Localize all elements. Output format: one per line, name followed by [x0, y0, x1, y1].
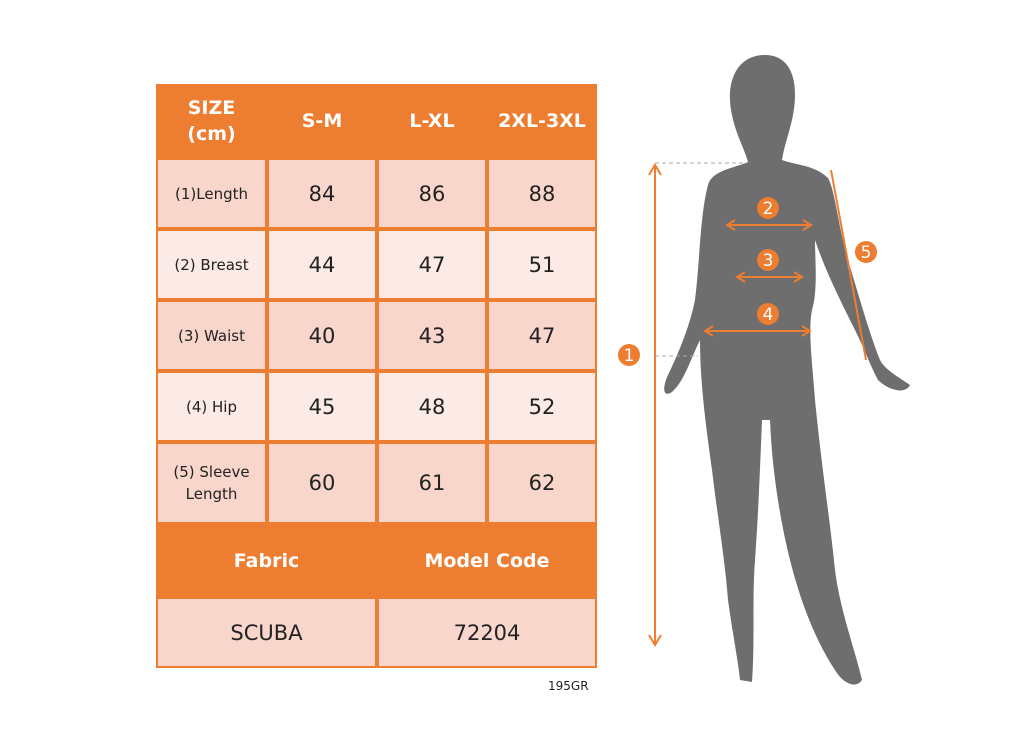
marker-number: 4 [763, 305, 774, 325]
marker-number: 1 [624, 346, 635, 366]
size-value: 45 [269, 373, 375, 440]
size-value: 51 [489, 231, 595, 298]
size-value: 88 [489, 160, 595, 227]
size-table: SIZE (cm) S-M L-XL 2XL-3XL (1)Length 84 86 88 (2… [156, 84, 597, 668]
size-value: 40 [269, 302, 375, 369]
size-value: 84 [269, 160, 375, 227]
column-header: S-M [301, 110, 343, 132]
column-header: L-XL [409, 110, 455, 132]
row-label: (4) Hip [158, 373, 265, 440]
footer-header: Fabric [233, 549, 300, 572]
row-label: (1)Length [158, 160, 265, 227]
marker-1 [618, 344, 640, 366]
size-value: 43 [379, 302, 485, 369]
size-value: 47 [379, 231, 485, 298]
size-value: 52 [489, 373, 595, 440]
marker-4 [757, 303, 779, 325]
footer-header: Model Code [424, 549, 550, 572]
column-header: 2XL-3XL [498, 110, 586, 132]
size-value: 44 [269, 231, 375, 298]
marker-number: 3 [763, 251, 774, 271]
marker-5 [855, 241, 877, 263]
size-value: 48 [379, 373, 485, 440]
marker-circles: 1 2 3 4 5 [618, 197, 877, 366]
row-label: (5) Sleeve Length [158, 444, 265, 522]
size-value: 60 [269, 444, 375, 522]
marker-number: 2 [763, 199, 774, 219]
weight-code: 195GR [548, 679, 589, 693]
silhouette-icon [664, 55, 910, 685]
marker-2 [757, 197, 779, 219]
marker-3 [757, 249, 779, 271]
body-silhouette-diagram: 1 2 3 4 5 [618, 55, 910, 685]
column-header: SIZE (cm) [187, 97, 236, 145]
row-label: (3) Waist [158, 302, 265, 369]
size-value: 47 [489, 302, 595, 369]
measurement-arrows [648, 162, 867, 647]
row-label: (2) Breast [158, 231, 265, 298]
footer-value: 72204 [379, 599, 595, 666]
size-value: 62 [489, 444, 595, 522]
marker-number: 5 [861, 243, 872, 263]
size-value: 86 [379, 160, 485, 227]
size-value: 61 [379, 444, 485, 522]
footer-value: SCUBA [158, 599, 375, 666]
